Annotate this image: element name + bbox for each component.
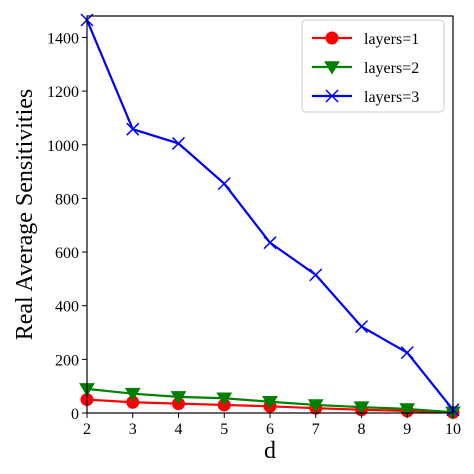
y-tick-label: 1200 [47, 84, 79, 101]
data-point [307, 399, 324, 413]
legend: layers=1 layers=2 layers=3 [301, 19, 445, 113]
legend-item: layers=2 [312, 60, 419, 77]
x-axis-label: d [264, 438, 276, 464]
y-tick-label: 400 [55, 299, 79, 316]
y-tick-label: 1000 [47, 138, 79, 155]
data-point [171, 136, 186, 150]
legend-item: layers=1 [312, 31, 419, 48]
data-point [217, 177, 231, 191]
data-point [263, 236, 277, 250]
y-tick-label: 800 [55, 191, 79, 208]
x-tick-label: 9 [403, 421, 411, 438]
legend-label: layers=3 [364, 89, 419, 106]
y-axis-ticks: 0 200 400 600 800 1000 1200 1400 [47, 30, 87, 423]
data-point [124, 387, 141, 402]
y-tick-label: 200 [55, 352, 79, 369]
y-axis-label: Real Average Sensitivities [12, 89, 38, 341]
data-point [126, 122, 140, 136]
x-tick-label: 2 [83, 421, 91, 438]
x-tick-label: 6 [266, 421, 274, 438]
legend-label: layers=2 [364, 60, 419, 77]
x-tick-label: 7 [312, 421, 320, 438]
x-tick-label: 3 [129, 421, 137, 438]
data-point [353, 401, 370, 415]
y-tick-label: 0 [71, 406, 79, 423]
legend-marker [325, 31, 339, 45]
data-point [170, 391, 187, 405]
x-tick-label: 10 [445, 421, 461, 438]
data-point [309, 268, 323, 282]
y-tick-label: 600 [55, 245, 79, 262]
data-point [354, 320, 369, 334]
legend-marker [324, 61, 340, 75]
x-tick-label: 5 [220, 421, 228, 438]
legend-item: layers=3 [312, 89, 419, 106]
data-point [399, 403, 416, 417]
x-tick-label: 4 [175, 421, 183, 438]
data-point [262, 395, 278, 410]
data-point [400, 346, 414, 360]
legend-label: layers=1 [364, 31, 419, 48]
series-layer [79, 13, 461, 420]
x-tick-label: 8 [358, 421, 366, 438]
legend-marker [325, 89, 339, 103]
legend-box [301, 19, 445, 113]
y-tick-label: 1400 [47, 30, 79, 47]
x-axis-ticks: 2 3 4 5 6 7 8 9 10 [83, 413, 461, 438]
data-point [216, 392, 233, 406]
